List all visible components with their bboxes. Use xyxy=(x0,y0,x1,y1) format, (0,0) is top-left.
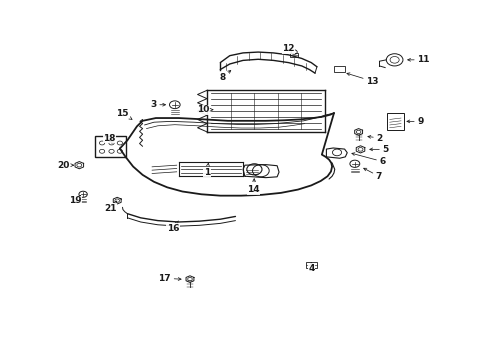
Text: 8: 8 xyxy=(219,71,230,81)
Text: 18: 18 xyxy=(103,134,116,143)
Text: 3: 3 xyxy=(150,100,165,109)
Text: 2: 2 xyxy=(367,134,382,143)
Text: 7: 7 xyxy=(363,168,381,181)
Text: 9: 9 xyxy=(406,117,423,126)
Text: 10: 10 xyxy=(196,105,212,114)
Text: 11: 11 xyxy=(407,55,429,64)
Text: 20: 20 xyxy=(57,161,73,170)
FancyBboxPatch shape xyxy=(333,66,344,72)
Text: 4: 4 xyxy=(308,262,314,273)
Text: 17: 17 xyxy=(158,274,181,283)
Text: 19: 19 xyxy=(69,195,81,205)
FancyBboxPatch shape xyxy=(95,136,125,157)
Text: 6: 6 xyxy=(351,153,385,166)
Text: 1: 1 xyxy=(203,163,210,177)
Text: 12: 12 xyxy=(282,44,294,53)
Text: 14: 14 xyxy=(247,179,260,194)
FancyBboxPatch shape xyxy=(289,53,298,57)
Text: 21: 21 xyxy=(104,201,117,213)
FancyBboxPatch shape xyxy=(305,262,316,268)
FancyBboxPatch shape xyxy=(386,113,403,130)
Text: 16: 16 xyxy=(166,221,179,233)
Text: 13: 13 xyxy=(346,73,378,86)
Text: 15: 15 xyxy=(116,109,132,120)
Text: 5: 5 xyxy=(369,145,388,154)
